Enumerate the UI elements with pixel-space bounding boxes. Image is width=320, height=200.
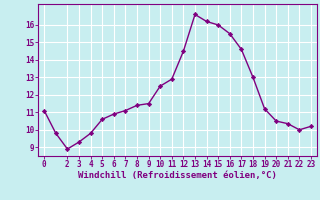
X-axis label: Windchill (Refroidissement éolien,°C): Windchill (Refroidissement éolien,°C) (78, 171, 277, 180)
